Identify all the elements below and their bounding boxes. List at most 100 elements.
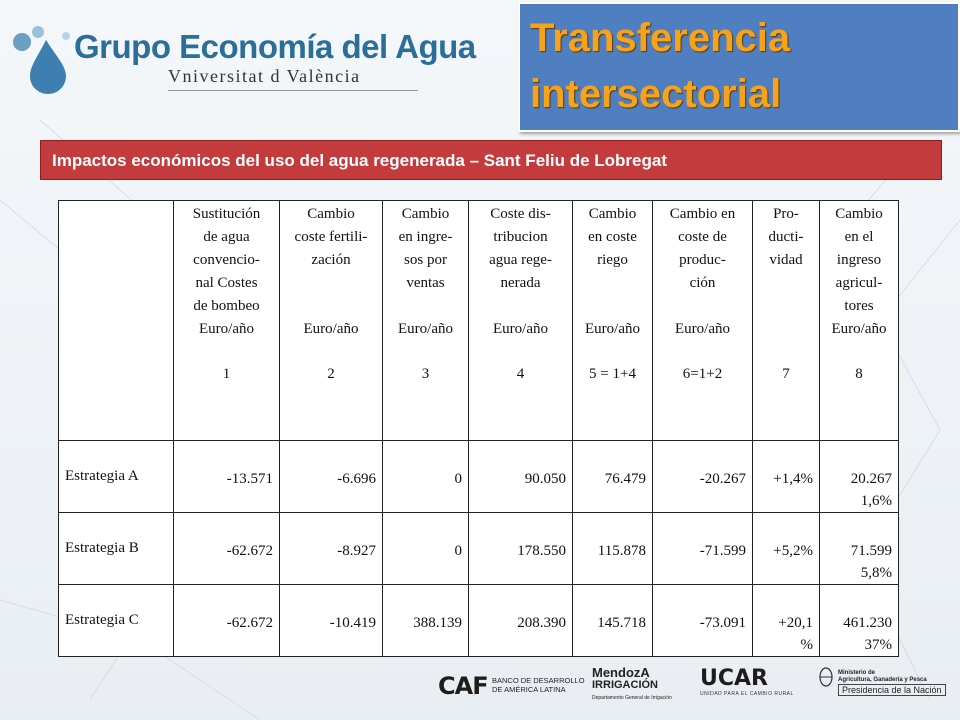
row-label: Estrategia C: [58, 584, 174, 657]
table-cell: -62.672: [173, 512, 280, 585]
presidencia-label: Presidencia de la Nación: [838, 684, 946, 696]
column-unit: Euro/año: [831, 321, 887, 337]
column-header: Coste dis-tribucion agua rege-nerada Euro…: [468, 200, 573, 441]
column-header-line: zación: [311, 252, 351, 268]
column-header-line: en el: [844, 229, 874, 245]
column-header: Pro-ducti-vidad 7: [752, 200, 820, 441]
table-cell: 388.139: [382, 584, 469, 657]
column-number: 3: [421, 366, 430, 382]
impacts-table: Sustitución de agua convencio-nal Costes de…: [58, 200, 899, 657]
column-unit: Euro/año: [675, 321, 730, 337]
column-header-lines: Cambio en coste riego: [573, 201, 652, 272]
spacer: [280, 272, 382, 295]
column-header-line: Coste dis-: [490, 206, 551, 222]
cell-value: -71.599: [699, 543, 746, 559]
column-header-line: tores: [844, 298, 874, 314]
column-header-line: Cambio: [307, 206, 355, 222]
row-label: Estrategia B: [58, 512, 174, 585]
ministerio-logo: Ministerio de Agricultura, Ganadería y P…: [818, 666, 946, 696]
column-header-line: agricul-: [835, 275, 883, 291]
table-cell: 90.050: [468, 440, 573, 513]
cell-value: -62.672: [226, 615, 273, 631]
column-unit: Euro/año: [493, 321, 548, 337]
column-header-line: coste de: [678, 229, 727, 245]
column-number: 8: [855, 366, 863, 382]
column-header-lines: Cambio en el ingreso agricul-tores: [820, 201, 898, 318]
cell-value: -6.696: [337, 471, 376, 487]
column-header: Sustitución de agua convencio-nal Costes de…: [173, 200, 280, 441]
cell-value: 145.718: [597, 615, 646, 631]
column-number: 6=1+2: [682, 366, 723, 382]
spacer: [573, 272, 652, 295]
column-header-line: convencio-: [193, 252, 260, 268]
column-header-line: de agua: [203, 229, 250, 245]
cell-value: 37%: [864, 637, 893, 653]
column-header-line: Sustitución: [192, 206, 261, 222]
column-header-line: Cambio: [835, 206, 883, 222]
table-cell: 20.267 1,6%: [819, 440, 899, 513]
cell-value: +20,1: [778, 615, 813, 631]
subtitle-bar: Impactos económicos del uso del agua reg…: [40, 140, 942, 180]
column-number: 5 = 1+4: [589, 366, 636, 382]
cell-value: 208.390: [517, 615, 566, 631]
header-empty-cell: [58, 200, 174, 441]
table-cell: 145.718: [572, 584, 653, 657]
column-header-line: Cambio: [588, 206, 637, 222]
slide-title: Transferencia intersectorial: [530, 16, 791, 116]
spacer: [280, 295, 382, 318]
column-header-line: agua rege-: [489, 252, 552, 268]
column-header-line: coste fertili-: [294, 229, 368, 245]
cell-value: +5,2%: [773, 543, 813, 559]
mendoza-small: Departamento General de Irrigación: [592, 695, 672, 701]
cell-value: 0: [454, 543, 463, 559]
column-unit: Euro/año: [585, 321, 640, 337]
column-header-lines: Sustitución de agua convencio-nal Costes de…: [174, 201, 279, 318]
cell-value: 71.599: [850, 543, 892, 559]
cell-value: 1,6%: [860, 493, 892, 509]
caf-logo: CAF BANCO DE DESARROLLO DE AMÉRICA LATIN…: [438, 672, 585, 700]
table-body: Estrategia A -13.571 -6.696 0 90.050 76.479 -2…: [58, 440, 899, 657]
cell-value: 0: [454, 471, 463, 487]
column-number: 4: [516, 366, 525, 382]
column-header: Cambio en ingre-sos por ventas Euro/año 3: [382, 200, 469, 441]
column-header-line: tribucion: [493, 229, 548, 245]
table-cell: 178.550: [468, 512, 573, 585]
column-header-line: Cambio: [401, 206, 450, 222]
table-cell: -73.091: [652, 584, 753, 657]
table-header-row: Sustitución de agua convencio-nal Costes de…: [58, 200, 899, 441]
column-header: Cambio coste fertili-zación Euro/año 2: [279, 200, 383, 441]
column-header: Cambio en el ingreso agricul-tores Euro/año 8: [819, 200, 899, 441]
table-cell: -71.599: [652, 512, 753, 585]
column-header-line: en ingre-: [398, 229, 453, 245]
ucar-word: UCAR: [700, 666, 768, 691]
column-unit: Euro/año: [398, 321, 453, 337]
column-header-lines: Pro-ducti-vidad: [753, 201, 819, 272]
cell-value: 20.267: [850, 471, 892, 487]
table-cell: -6.696: [279, 440, 383, 513]
spacer: [469, 295, 572, 318]
ministerio-line2: Agricultura, Ganadería y Pesca: [838, 677, 927, 683]
water-drops-icon: [13, 26, 70, 94]
cell-value: -10.419: [329, 615, 376, 631]
ucar-logo: UCAR UNIDAD PARA EL CAMBIO RURAL: [700, 666, 794, 697]
column-header-lines: Cambio en ingre-sos por ventas: [383, 201, 468, 295]
table-cell: 208.390: [468, 584, 573, 657]
table-cell: -8.927: [279, 512, 383, 585]
cell-value: 90.050: [524, 471, 566, 487]
cell-value: %: [800, 637, 814, 653]
cell-value: 115.878: [597, 543, 646, 559]
table-row: Estrategia C -62.672 -10.419 388.139 208.390…: [58, 584, 899, 657]
table-cell: -62.672: [173, 584, 280, 657]
column-number: 7: [782, 366, 790, 382]
table-cell: 76.479: [572, 440, 653, 513]
table-cell: 461.230 37%: [819, 584, 899, 657]
table-cell: +5,2%: [752, 512, 820, 585]
coat-of-arms-icon: [819, 667, 833, 687]
column-header-lines: Cambio en coste de produc-ción: [653, 201, 752, 295]
logo-subtitle: Vniversitat d València: [168, 66, 361, 86]
column-header-line: Pro-: [773, 206, 799, 222]
logo-divider: [168, 90, 418, 91]
caf-line1: BANCO DE DESARROLLO: [492, 676, 585, 685]
table-cell: 0: [382, 512, 469, 585]
column-header-line: nerada: [500, 275, 541, 291]
